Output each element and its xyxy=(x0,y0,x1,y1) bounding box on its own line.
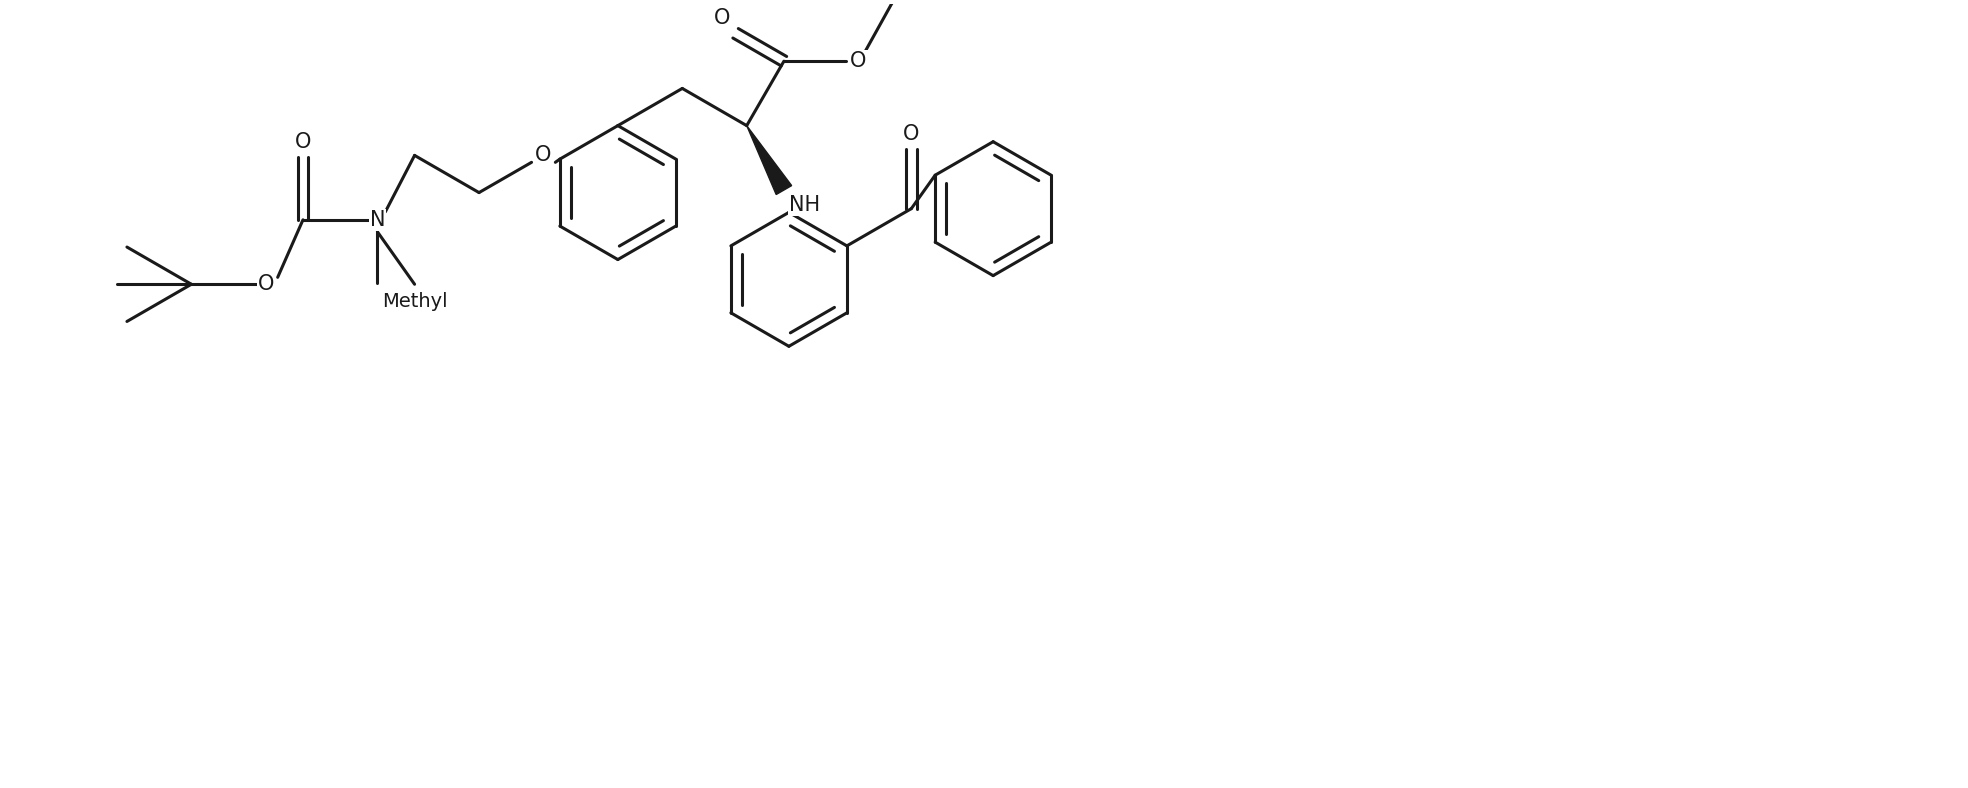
Text: O: O xyxy=(903,125,919,144)
Text: Methyl: Methyl xyxy=(382,292,447,311)
Text: NH: NH xyxy=(789,195,821,215)
Text: O: O xyxy=(714,9,730,28)
Text: O: O xyxy=(295,132,311,151)
Text: O: O xyxy=(850,51,866,71)
Text: N: N xyxy=(370,210,386,230)
Text: O: O xyxy=(535,146,551,165)
Text: O: O xyxy=(258,274,274,294)
Polygon shape xyxy=(746,125,791,195)
